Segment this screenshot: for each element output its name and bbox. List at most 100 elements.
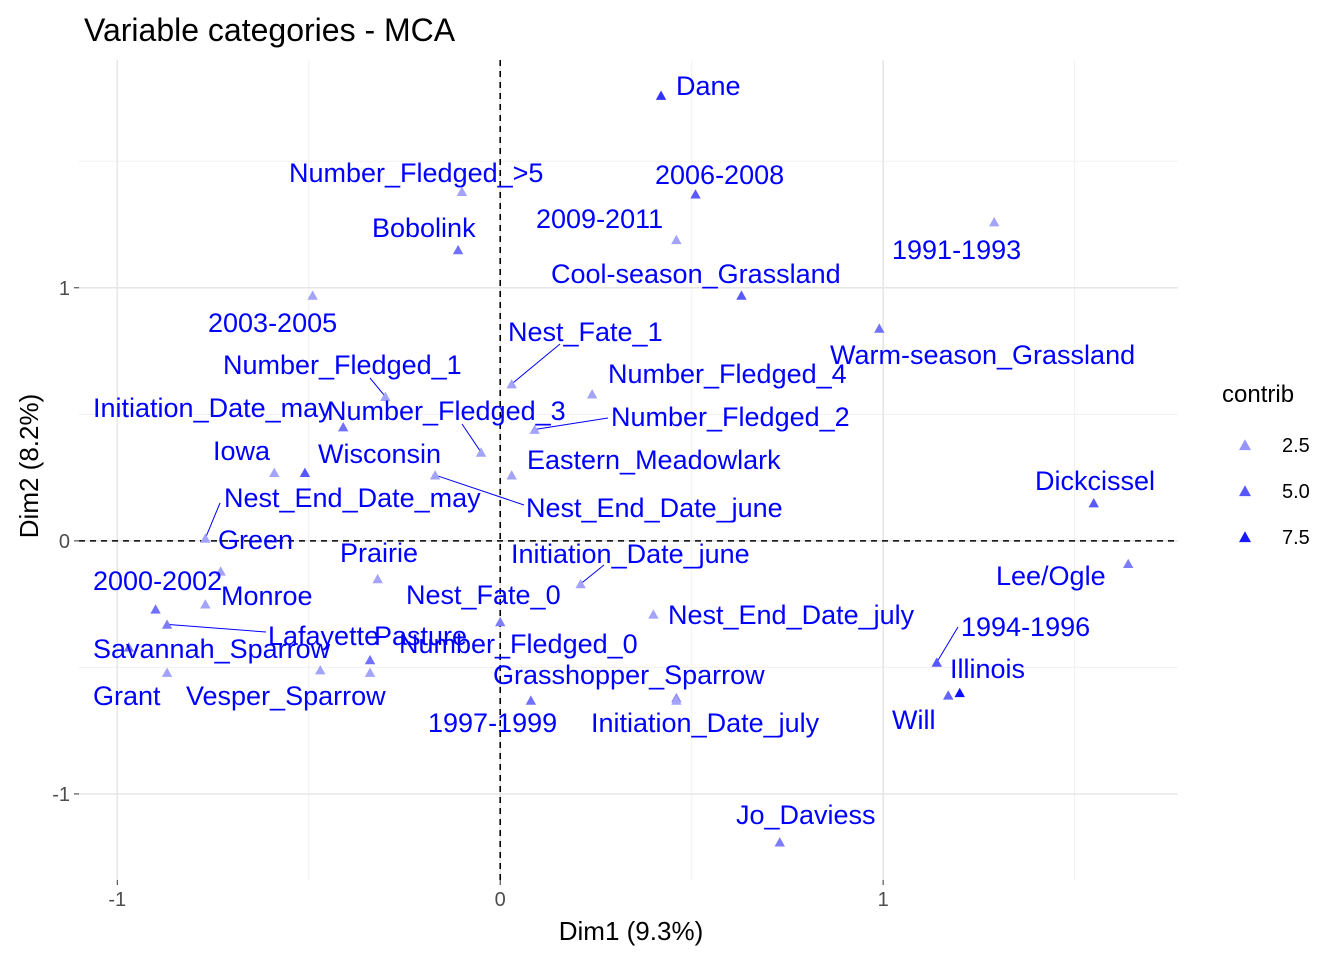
label-leader-lines [167,343,959,663]
point-Will [943,690,954,700]
leader-1994-1996 [936,626,959,663]
leader-Number_Fledged_3 [461,423,482,453]
point-Prairie [372,573,383,584]
point-label-Number_Fledged_2: Number_Fledged_2 [611,402,850,432]
point-label-Number_Fledged_0: Number_Fledged_0 [399,629,638,659]
point-label-Bobolink: Bobolink [372,213,476,243]
point-label-Nest_End_Date_june: Nest_End_Date_june [526,493,783,523]
point-label-Nest_End_Date_july: Nest_End_Date_july [668,600,915,630]
point-label-Lee/Ogle: Lee/Ogle [996,561,1106,591]
point-Wisconsin [299,467,311,477]
point-label-2009-2011: 2009-2011 [536,204,663,234]
point-Cool-season_Grassland [736,290,747,300]
point-label-Prairie: Prairie [340,538,418,568]
legend-key [1239,439,1251,451]
legend-key [1239,485,1251,497]
leader-Nest_Fate_1 [511,343,561,385]
y-tick-label: 0 [59,531,70,553]
leader-Number_Fledged_1 [369,377,386,397]
point-Pasture [364,654,376,665]
point-Number_Fledged_3 [475,447,487,457]
point-Lafayette [161,619,173,629]
point-Grant [161,667,173,677]
point-Dickcissel [1088,497,1099,508]
point-Eastern_Meadowlark [506,470,517,480]
point-label-Initiation_Date_july: Initiation_Date_july [591,708,820,738]
point-Number_Fledged_0 [315,664,326,675]
y-tick-label: -1 [52,784,70,806]
y-tick-label: 1 [59,278,70,300]
point-label-Nest_End_Date_may: Nest_End_Date_may [224,483,481,513]
y-axis-title: Dim2 (8.2%) [14,394,44,538]
point-label-Will: Will [892,705,935,735]
axis-ticks: -1 0 1 -1 0 1 [52,278,889,911]
point-label-Warm-season_Grassland: Warm-season_Grassland [830,340,1135,370]
reference-lines [79,60,1178,880]
x-axis-title: Dim1 (9.3%) [559,916,703,946]
leader-Initiation_Date_june [580,564,605,585]
legend-title: contrib [1222,381,1294,408]
point-label-1994-1996: 1994-1996 [961,612,1090,642]
point-label-Number_Fledged_1: Number_Fledged_1 [223,350,462,380]
point-label-Number_Fledged_>5: Number_Fledged_>5 [289,158,543,188]
point-Number_Fledged_1 [380,391,391,402]
point-2009-2011 [671,234,682,245]
point-2006-2008 [690,189,701,199]
leader-Nest_End_Date_june [434,474,525,506]
point-Initiation_Date_may [338,422,349,432]
point-Initiation_Date_july [671,695,682,705]
point-label-Monroe: Monroe [221,581,313,611]
point-label-1991-1993: 1991-1993 [892,235,1021,265]
point-Monroe [200,599,211,609]
x-tick-label: -1 [108,889,126,911]
legend-key [1239,531,1251,543]
point-Illinois [954,687,965,698]
legend-label: 2.5 [1282,435,1310,457]
point-Number_Fledged_4 [586,389,598,399]
point-label-2003-2005: 2003-2005 [208,308,337,338]
point-Initiation_Date_june [575,578,586,589]
point-2003-2005 [307,290,318,300]
leader-Lafayette [167,623,267,633]
point-Iowa [269,467,280,477]
point-label-Savannah_Sparrow: Savannah_Sparrow [93,634,331,664]
point-label-Iowa: Iowa [213,436,271,466]
point-label-Lafayette: Lafayette [268,621,379,651]
point-markers [123,90,1134,847]
point-label-Pasture: Pasture [374,621,467,651]
point-label-1997-1999: 1997-1999 [428,708,557,738]
point-Green [215,566,226,576]
point-Nest_End_Date_june [429,470,441,480]
point-2000-2002 [150,604,161,614]
legend: contrib 2.5 5.0 7.5 [1222,381,1310,549]
point-label-Nest_Fate_0: Nest_Fate_0 [406,580,561,610]
point-label-Vesper_Sparrow: Vesper_Sparrow [186,681,386,711]
point-Nest_End_Date_july [648,609,659,619]
point-Number_Fledged_2 [529,424,540,434]
point-label-2006-2008: 2006-2008 [655,160,784,190]
point-label-Dickcissel: Dickcissel [1035,466,1155,496]
point-Nest_Fate_1 [506,379,517,389]
point-label-Eastern_Meadowlark: Eastern_Meadowlark [527,445,781,475]
point-Vesper_Sparrow [364,667,376,677]
leader-Nest_End_Date_may [204,502,221,539]
legend-label: 5.0 [1282,481,1310,503]
point-1991-1993 [988,217,1000,227]
point-Savannah_Sparrow [123,642,134,652]
point-label-Number_Fledged_4: Number_Fledged_4 [608,359,847,389]
point-label-Nest_Fate_1: Nest_Fate_1 [508,317,663,347]
point-label-Illinois: Illinois [950,654,1025,684]
point-Lee/Ogle [1123,558,1134,569]
point-label-Grasshopper_Sparrow: Grasshopper_Sparrow [493,660,765,690]
chart-title: Variable categories - MCA [84,12,456,48]
point-label-Number_Fledged_3: Number_Fledged_3 [327,396,566,426]
point-label-2000-2002: 2000-2002 [93,566,222,596]
point-label-Initiation_Date_june: Initiation_Date_june [511,539,750,569]
point-Jo_Daviess [774,837,785,847]
x-tick-label: 0 [495,889,506,911]
point-Bobolink [452,244,464,255]
point-label-Jo_Daviess: Jo_Daviess [736,800,876,830]
point-Nest_Fate_0 [495,616,506,627]
point-label-Grant: Grant [93,681,161,711]
